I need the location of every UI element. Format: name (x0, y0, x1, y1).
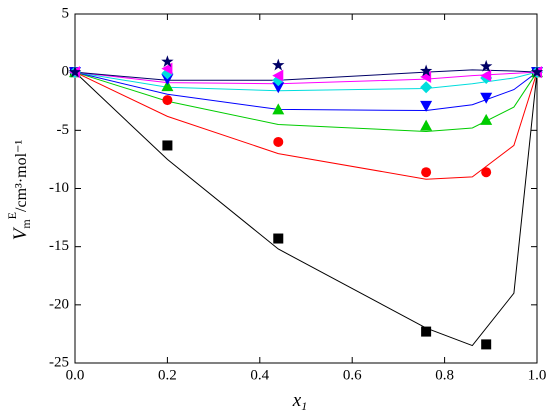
point (420, 81, 433, 94)
fit-line (74, 71, 538, 132)
point (273, 136, 284, 147)
point (421, 326, 432, 337)
point (420, 119, 433, 131)
x-tick-label: 0.2 (158, 367, 177, 383)
point (272, 82, 285, 94)
point (420, 100, 433, 112)
x-axis-label: x1 (292, 390, 307, 412)
x-tick-label: 0.6 (343, 367, 362, 383)
x-tick-label: 0.4 (250, 367, 269, 383)
y-tick-label: -10 (49, 180, 69, 196)
y-tick-label: 5 (62, 5, 70, 21)
x-sub: 1 (301, 399, 307, 413)
point (272, 103, 285, 115)
point (161, 80, 174, 92)
y-axis-label: VmE/cm³·mol⁻¹ (5, 140, 33, 241)
y-tick-label: 0 (62, 64, 70, 80)
point (479, 59, 493, 72)
fit-line (74, 71, 538, 180)
fit-line (74, 69, 538, 81)
point (272, 58, 285, 71)
x-tick-label: 0.8 (435, 367, 454, 383)
point (419, 64, 433, 77)
y-symbol: V (10, 226, 31, 240)
point (480, 92, 493, 104)
point (480, 113, 493, 125)
x-tick-label: 0.0 (66, 367, 85, 383)
fit-line (74, 71, 538, 347)
point (273, 233, 284, 244)
y-sub: m (19, 219, 33, 229)
y-tick-label: -15 (49, 238, 69, 254)
fit-line (74, 71, 538, 92)
y-sup: E (5, 212, 19, 219)
y-tick-label: -20 (49, 296, 69, 312)
point (162, 140, 173, 151)
y-tick-label: -5 (57, 122, 70, 138)
point (161, 55, 174, 67)
point (421, 167, 432, 178)
point (530, 65, 544, 78)
point (481, 339, 492, 350)
x-symbol: x (292, 390, 302, 411)
point (162, 95, 173, 106)
y-unit: /cm³·mol⁻¹ (13, 140, 30, 212)
point (481, 167, 492, 178)
x-tick-label: 1.0 (528, 367, 547, 383)
plot-frame (74, 13, 538, 364)
point (161, 74, 174, 86)
y-tick-label: -25 (49, 354, 69, 370)
point (272, 69, 284, 82)
point (68, 65, 82, 78)
point (480, 69, 492, 82)
